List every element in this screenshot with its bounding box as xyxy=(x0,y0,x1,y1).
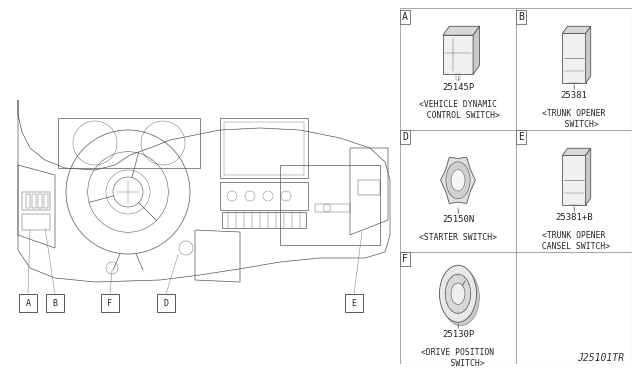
Bar xyxy=(280,165,380,245)
Bar xyxy=(358,180,380,195)
Circle shape xyxy=(451,283,465,304)
Text: 25145P: 25145P xyxy=(442,83,474,92)
Text: <TRUNK OPENER
   SWITCH>: <TRUNK OPENER SWITCH> xyxy=(542,109,605,129)
Bar xyxy=(101,294,119,312)
Bar xyxy=(157,294,175,312)
Text: A: A xyxy=(403,12,408,22)
Text: D: D xyxy=(163,298,168,308)
Bar xyxy=(563,33,586,83)
Text: A: A xyxy=(26,298,31,308)
Text: E: E xyxy=(518,132,524,142)
Text: E: E xyxy=(351,298,356,308)
Bar xyxy=(443,35,473,74)
Text: J25101TR: J25101TR xyxy=(577,353,624,363)
Text: 25130P: 25130P xyxy=(442,330,474,339)
Text: <VEHICLE DYNAMIC
  CONTROL SWITCH>: <VEHICLE DYNAMIC CONTROL SWITCH> xyxy=(417,100,499,121)
Polygon shape xyxy=(443,26,479,35)
Text: 25150N: 25150N xyxy=(442,215,474,224)
Polygon shape xyxy=(563,148,591,155)
Polygon shape xyxy=(586,148,591,205)
Text: D: D xyxy=(403,132,408,142)
Text: F: F xyxy=(403,254,408,264)
Bar xyxy=(22,214,50,230)
Bar xyxy=(220,182,308,210)
Bar xyxy=(19,294,37,312)
Bar xyxy=(220,118,308,178)
Bar xyxy=(22,192,50,210)
Circle shape xyxy=(440,265,477,322)
Text: <DRIVE POSITION
    SWITCH>: <DRIVE POSITION SWITCH> xyxy=(421,348,495,368)
Polygon shape xyxy=(563,26,591,33)
Polygon shape xyxy=(586,26,591,83)
Bar xyxy=(456,74,460,80)
Circle shape xyxy=(445,274,471,313)
Bar xyxy=(32,194,36,208)
Bar xyxy=(46,294,64,312)
Bar xyxy=(26,194,30,208)
Circle shape xyxy=(446,162,470,199)
Polygon shape xyxy=(440,157,476,203)
Bar xyxy=(224,122,304,175)
Text: <STARTER SWITCH>: <STARTER SWITCH> xyxy=(419,233,497,242)
Bar xyxy=(222,212,306,228)
Text: F: F xyxy=(108,298,113,308)
Bar xyxy=(563,155,586,205)
Polygon shape xyxy=(473,26,479,74)
Text: 25381: 25381 xyxy=(561,92,588,100)
Bar xyxy=(38,194,42,208)
Bar xyxy=(345,294,363,312)
Circle shape xyxy=(451,170,465,191)
Ellipse shape xyxy=(442,269,479,326)
Bar xyxy=(315,204,350,212)
Text: B: B xyxy=(52,298,58,308)
Text: B: B xyxy=(518,12,524,22)
Text: <TRUNK OPENER
 CANSEL SWITCH>: <TRUNK OPENER CANSEL SWITCH> xyxy=(538,231,611,251)
Text: 25381+B: 25381+B xyxy=(555,214,593,222)
Bar xyxy=(44,194,48,208)
